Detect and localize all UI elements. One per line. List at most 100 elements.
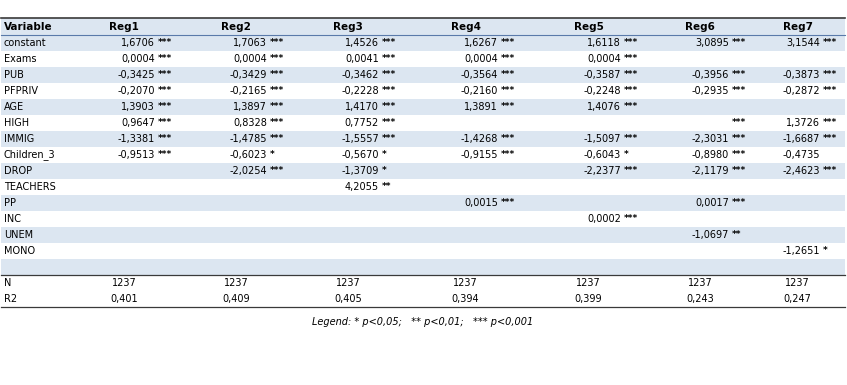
Text: Exams: Exams xyxy=(4,54,36,64)
Text: 0,399: 0,399 xyxy=(574,294,602,304)
Text: ***: *** xyxy=(624,70,639,79)
Text: ***: *** xyxy=(270,87,285,95)
Text: -1,4785: -1,4785 xyxy=(230,134,267,144)
Text: ***: *** xyxy=(270,55,285,64)
Text: 4,2055: 4,2055 xyxy=(345,182,379,192)
Text: 0,0004: 0,0004 xyxy=(121,54,155,64)
Text: 0,0004: 0,0004 xyxy=(233,54,267,64)
Text: 3,0895: 3,0895 xyxy=(695,38,729,48)
Text: ***: *** xyxy=(501,70,515,79)
Text: ***: *** xyxy=(382,70,396,79)
Text: ***: *** xyxy=(624,55,639,64)
Text: MONO: MONO xyxy=(4,246,35,256)
Text: ***: *** xyxy=(823,38,837,47)
Text: -0,3587: -0,3587 xyxy=(584,70,621,80)
Text: ***: *** xyxy=(823,166,837,176)
Text: -0,6023: -0,6023 xyxy=(230,150,267,160)
Text: -2,2377: -2,2377 xyxy=(584,166,621,176)
Text: Variable: Variable xyxy=(4,22,53,32)
Bar xyxy=(1,83,845,99)
Bar xyxy=(1,115,845,131)
Text: 1,7063: 1,7063 xyxy=(233,38,267,48)
Text: 0,247: 0,247 xyxy=(783,294,811,304)
Text: -1,6687: -1,6687 xyxy=(783,134,820,144)
Text: -0,3462: -0,3462 xyxy=(341,70,379,80)
Bar xyxy=(1,131,845,147)
Text: 1,6706: 1,6706 xyxy=(121,38,155,48)
Text: 1,3891: 1,3891 xyxy=(464,102,498,112)
Text: -1,3381: -1,3381 xyxy=(118,134,155,144)
Text: ***: *** xyxy=(732,70,746,79)
Text: -0,3564: -0,3564 xyxy=(461,70,498,80)
Text: 0,8328: 0,8328 xyxy=(233,118,267,128)
Text: -0,5670: -0,5670 xyxy=(341,150,379,160)
Text: 0,9647: 0,9647 xyxy=(121,118,155,128)
Text: 0,0015: 0,0015 xyxy=(464,198,498,208)
Text: -0,3425: -0,3425 xyxy=(118,70,155,80)
Bar xyxy=(1,259,845,275)
Text: 1237: 1237 xyxy=(576,278,601,288)
Text: DROP: DROP xyxy=(4,166,32,176)
Text: -2,0254: -2,0254 xyxy=(230,166,267,176)
Bar xyxy=(1,147,845,163)
Text: 1,3726: 1,3726 xyxy=(786,118,820,128)
Text: PP: PP xyxy=(4,198,16,208)
Text: 0,0004: 0,0004 xyxy=(464,54,498,64)
Text: -0,4735: -0,4735 xyxy=(783,150,820,160)
Bar xyxy=(1,291,845,307)
Text: ***: *** xyxy=(732,38,746,47)
Bar xyxy=(1,163,845,179)
Text: *: * xyxy=(382,151,387,159)
Text: Reg3: Reg3 xyxy=(333,22,363,32)
Bar xyxy=(1,243,845,259)
Text: INC: INC xyxy=(4,214,21,224)
Text: ***: *** xyxy=(624,102,639,112)
Bar xyxy=(1,18,845,35)
Text: ***: *** xyxy=(501,87,515,95)
Text: Reg4: Reg4 xyxy=(451,22,480,32)
Text: ***: *** xyxy=(501,55,515,64)
Text: 1,3897: 1,3897 xyxy=(233,102,267,112)
Text: -0,6043: -0,6043 xyxy=(584,150,621,160)
Text: **: ** xyxy=(382,182,391,191)
Text: ***: *** xyxy=(501,102,515,112)
Text: PUB: PUB xyxy=(4,70,24,80)
Text: ***: *** xyxy=(270,38,285,47)
Text: ***: *** xyxy=(270,119,285,127)
Text: ***: *** xyxy=(382,102,396,112)
Text: *: * xyxy=(270,151,274,159)
Text: -0,3429: -0,3429 xyxy=(230,70,267,80)
Text: TEACHERS: TEACHERS xyxy=(4,182,56,192)
Text: 0,409: 0,409 xyxy=(222,294,250,304)
Text: 0,0002: 0,0002 xyxy=(587,214,621,224)
Bar xyxy=(1,211,845,227)
Text: -1,2651: -1,2651 xyxy=(783,246,820,256)
Text: ***: *** xyxy=(158,70,172,79)
Text: ***: *** xyxy=(501,134,515,144)
Text: ***: *** xyxy=(158,151,172,159)
Text: Children_3: Children_3 xyxy=(4,149,56,161)
Bar xyxy=(1,195,845,211)
Text: ***: *** xyxy=(158,38,172,47)
Text: 0,0017: 0,0017 xyxy=(695,198,729,208)
Text: -0,2070: -0,2070 xyxy=(118,86,155,96)
Text: Reg5: Reg5 xyxy=(573,22,603,32)
Text: ***: *** xyxy=(624,166,639,176)
Text: ***: *** xyxy=(501,151,515,159)
Text: Reg7: Reg7 xyxy=(783,22,812,32)
Text: -1,5097: -1,5097 xyxy=(584,134,621,144)
Text: ***: *** xyxy=(158,119,172,127)
Text: -0,3873: -0,3873 xyxy=(783,70,820,80)
Text: 0,394: 0,394 xyxy=(451,294,479,304)
Text: 0,405: 0,405 xyxy=(334,294,362,304)
Text: ***: *** xyxy=(732,134,746,144)
Text: ***: *** xyxy=(382,119,396,127)
Bar xyxy=(1,227,845,243)
Text: ***: *** xyxy=(270,102,285,112)
Text: ***: *** xyxy=(158,87,172,95)
Text: -1,3709: -1,3709 xyxy=(341,166,379,176)
Text: ***: *** xyxy=(823,134,837,144)
Text: ***: *** xyxy=(732,151,746,159)
Text: 1237: 1237 xyxy=(335,278,360,288)
Text: HIGH: HIGH xyxy=(4,118,29,128)
